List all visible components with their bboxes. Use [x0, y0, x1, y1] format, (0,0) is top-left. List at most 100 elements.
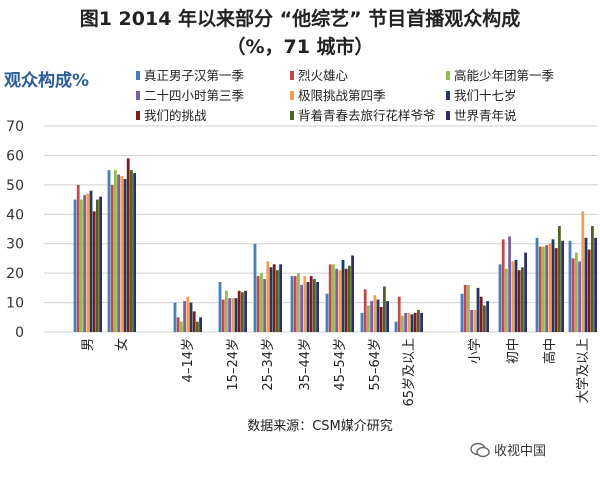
x-tick-label: 小学 [467, 338, 483, 364]
legend-label: 我们的挑战 [144, 108, 207, 123]
legend-swatch [136, 91, 140, 100]
x-tick-label: 15–24岁 [226, 338, 241, 391]
wechat-icon [470, 442, 490, 457]
bar [460, 293, 464, 332]
y-tick-label: 30 [6, 237, 24, 253]
bar [501, 239, 505, 332]
y-tick-label: 50 [6, 178, 24, 194]
bar [558, 226, 561, 332]
bar [309, 276, 313, 332]
bar [92, 211, 96, 332]
bar [360, 312, 364, 332]
bar [256, 276, 260, 332]
bar [376, 299, 380, 332]
bar [221, 299, 225, 332]
x-tick-label: 55–64岁 [368, 338, 383, 391]
x-tick-label: 大学及以上 [575, 338, 591, 403]
bar [293, 276, 297, 332]
y-tick-label: 40 [6, 207, 24, 223]
y-axis-ticks: 0 10 20 30 40 50 60 70 [6, 119, 24, 341]
legend-swatch [446, 111, 450, 120]
bar [404, 312, 407, 332]
bar [521, 267, 524, 332]
bar [332, 264, 335, 332]
x-tick-label: 高中 [542, 338, 558, 364]
bar [505, 268, 508, 332]
x-tick-label: 初中 [506, 338, 521, 364]
y-axis-label: 观众构成% [3, 70, 89, 91]
bar [383, 286, 386, 332]
legend-label: 背着青春去旅行花样爷爷 [298, 108, 436, 123]
bar [86, 193, 90, 332]
bar [297, 273, 300, 332]
bar [594, 237, 597, 332]
legend-label: 高能少年团第一季 [454, 68, 555, 83]
bar [476, 287, 480, 332]
chart-subtitle: （%，71 城市） [226, 36, 374, 58]
bar [96, 199, 99, 332]
bar [199, 317, 202, 332]
bar [578, 261, 581, 332]
legend-swatch [136, 111, 140, 120]
bar [341, 259, 345, 332]
legend-label: 世界青年说 [454, 108, 517, 123]
bar [386, 301, 389, 332]
x-tick-label: 65岁及以上 [402, 338, 417, 407]
bar [272, 264, 276, 332]
bar [571, 258, 575, 332]
bar [328, 264, 332, 332]
y-tick-label: 60 [6, 148, 24, 164]
bars [73, 158, 597, 332]
y-tick-label: 20 [6, 266, 24, 282]
bar [568, 240, 572, 332]
bar [554, 248, 558, 332]
legend-swatch [446, 71, 450, 80]
bar [276, 270, 279, 332]
bar [120, 176, 124, 332]
bar [325, 293, 329, 332]
bar [126, 158, 130, 332]
bar [363, 289, 367, 332]
bar [260, 273, 263, 332]
watermark: 收视中国 [470, 440, 546, 459]
bar [463, 284, 467, 332]
bar [89, 190, 93, 332]
bar [241, 292, 244, 332]
legend-swatch [136, 71, 140, 80]
bar [367, 305, 370, 332]
bar [73, 199, 77, 332]
bar [379, 306, 383, 332]
bar [351, 255, 354, 332]
bar [110, 184, 114, 332]
bar [413, 312, 417, 332]
legend-label: 极限挑战第四季 [298, 88, 386, 103]
bar [524, 252, 527, 332]
x-tick-label: 4–14岁 [181, 338, 196, 382]
legend-swatch [446, 91, 450, 100]
bar [316, 281, 319, 332]
bar [479, 296, 483, 332]
bar [348, 265, 351, 332]
bar [176, 317, 180, 332]
x-tick-label: 女 [114, 338, 130, 351]
bar [394, 321, 398, 332]
bar [397, 296, 401, 332]
bar [335, 268, 338, 332]
bar [591, 226, 594, 332]
bar [517, 270, 521, 332]
bar [313, 279, 316, 332]
bar [581, 211, 585, 332]
bar [186, 296, 190, 332]
bar [486, 301, 489, 332]
bar [231, 298, 235, 332]
bar [551, 239, 555, 332]
bar [584, 237, 588, 332]
bar [483, 305, 486, 332]
legend-swatch [290, 91, 294, 100]
bar [542, 246, 545, 332]
bar [511, 261, 515, 332]
bar [417, 309, 420, 332]
bar [508, 236, 511, 332]
